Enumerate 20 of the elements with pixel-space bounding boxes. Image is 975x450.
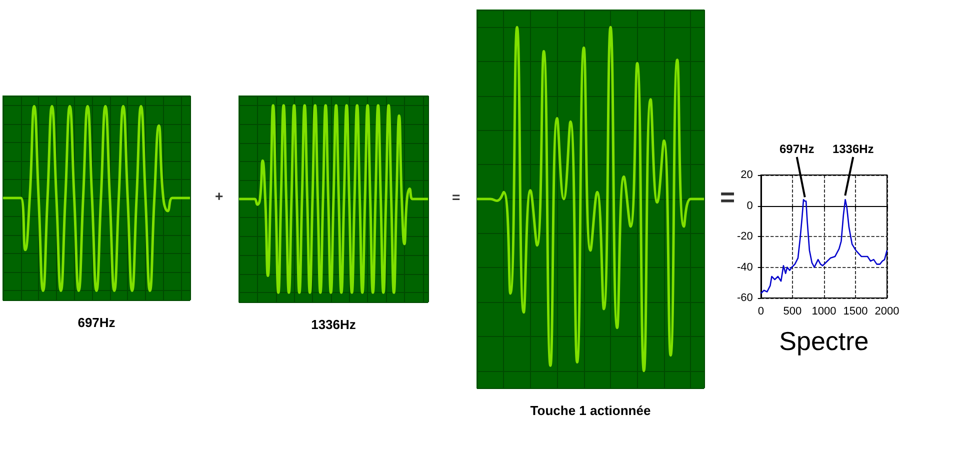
line-series	[760, 198, 888, 294]
annotation: 1336Hz	[832, 142, 874, 156]
y-tick-label: -60	[736, 292, 753, 304]
y-tick-label: -40	[736, 261, 753, 274]
x-tick-label: 2000	[874, 306, 900, 318]
y-tick-label: 20	[740, 169, 753, 181]
x-axis-title: 1336Hz	[311, 317, 356, 332]
x-axis-title: Spectre	[779, 326, 869, 356]
x-tick-label: 500	[783, 306, 802, 318]
x-axis-title: Touche 1 actionnée	[530, 403, 651, 418]
x-axis-title: 697Hz	[78, 315, 116, 330]
text: +	[215, 188, 224, 204]
annotation: 697Hz	[780, 142, 814, 156]
y-tick-label: 0	[746, 200, 753, 212]
text: =	[452, 189, 460, 205]
x-tick-label: 1000	[812, 306, 836, 318]
x-tick-label: 0	[758, 306, 764, 318]
text: =	[720, 182, 736, 212]
y-tick-label: -20	[736, 230, 753, 242]
x-tick-label: 1500	[843, 306, 868, 318]
